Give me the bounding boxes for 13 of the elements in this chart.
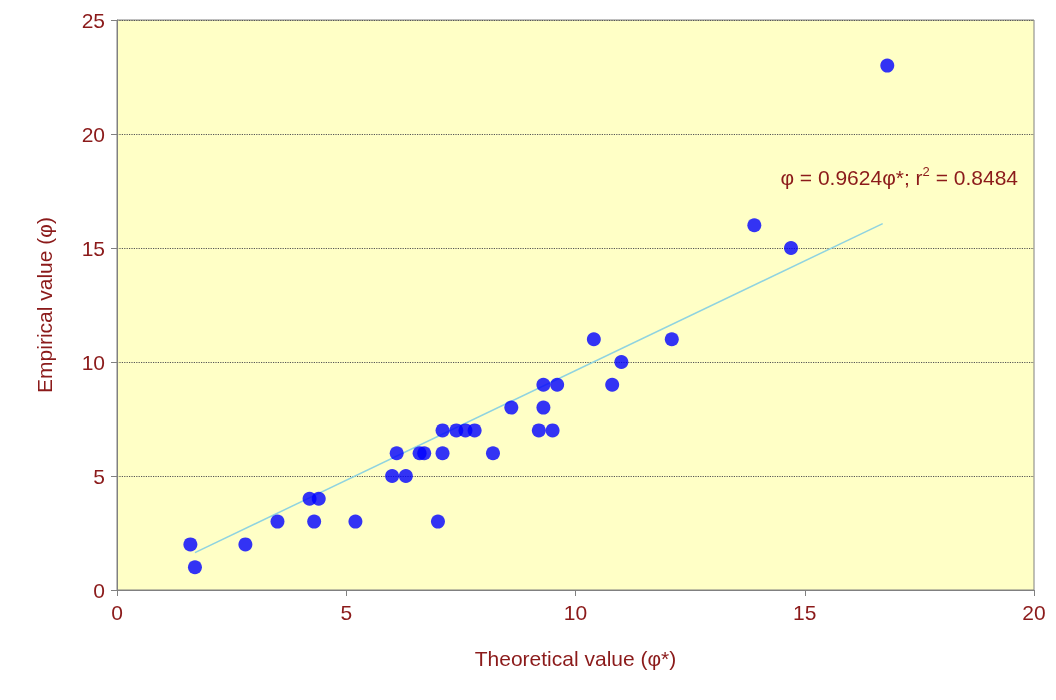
y-tick-label: 5	[93, 464, 105, 488]
x-tick-label: 5	[340, 601, 353, 624]
y-axis-title: Empirical value (φ)	[33, 217, 56, 393]
y-tick-label: 15	[81, 236, 105, 260]
x-axis-title: Theoretical value (φ*)	[474, 647, 677, 670]
y-tick-label: 25	[81, 8, 105, 32]
y-tick-label: 10	[81, 350, 105, 374]
y-tick-label: 0	[93, 578, 105, 602]
x-tick-label: 0	[111, 601, 123, 624]
x-tick-label: 20	[1022, 601, 1046, 624]
y-tick-label: 20	[81, 122, 105, 146]
x-tick-label: 10	[563, 601, 588, 624]
x-tick-label: 15	[793, 601, 817, 624]
